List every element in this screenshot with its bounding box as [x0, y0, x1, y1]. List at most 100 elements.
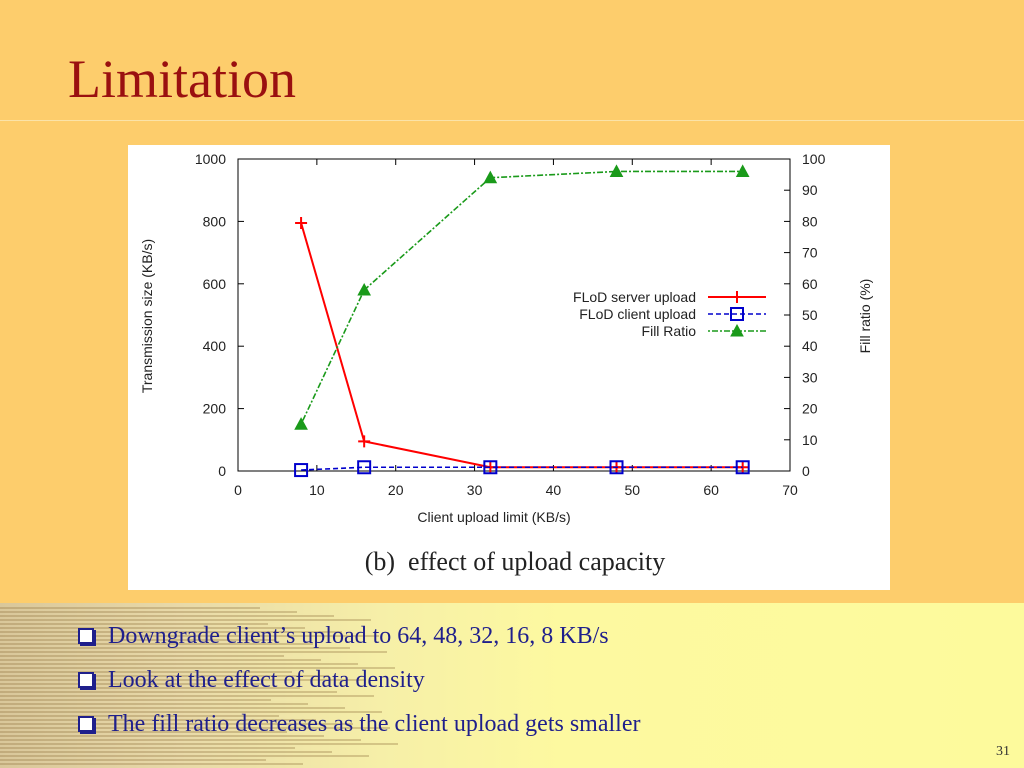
y-axis-label: Transmission size (KB/s)	[139, 239, 155, 393]
paper-sheet-line	[0, 675, 329, 677]
checkbox-bullet-icon	[78, 716, 94, 732]
series-layer	[294, 164, 750, 478]
data-point	[735, 164, 750, 177]
y2-tick-label: 60	[802, 276, 818, 292]
data-point	[295, 216, 308, 229]
bullet-item: Downgrade client’s upload to 64, 48, 32,…	[78, 614, 640, 658]
chart-caption: (b) effect of upload capacity	[365, 547, 666, 576]
bottom-band	[0, 603, 1024, 768]
checkbox-bullet-icon	[78, 628, 94, 644]
legend-label: FLoD client upload	[579, 306, 696, 322]
data-point	[609, 164, 624, 177]
paper-sheet-line	[0, 703, 308, 705]
y2-tick-label: 30	[802, 369, 818, 385]
x-axis-label: Client upload limit (KB/s)	[417, 509, 570, 525]
y-tick-label: 600	[203, 276, 227, 292]
x-tick-label: 10	[309, 482, 325, 498]
paper-sheet-line	[0, 615, 334, 617]
x-tick-label: 0	[234, 482, 242, 498]
slide-title: Limitation	[68, 49, 296, 109]
x-tick-label: 30	[467, 482, 483, 498]
y-tick-label: 1000	[195, 151, 226, 167]
data-point	[483, 460, 498, 475]
y2-tick-label: 90	[802, 182, 818, 198]
paper-sheet-line	[0, 667, 395, 669]
y2-tick-label: 20	[802, 401, 818, 417]
page-number: 31	[996, 744, 1010, 759]
paper-sheet-line	[0, 691, 337, 693]
paper-sheet-line	[0, 735, 324, 737]
data-point	[294, 417, 308, 430]
x-tick-label: 50	[624, 482, 640, 498]
data-point	[736, 461, 749, 474]
chart-panel: 0 10 20 30 40 50 60 70 0 200 400 600 800 1000 0 10 20 30 4…	[128, 145, 890, 590]
paper-sheet-line	[0, 747, 295, 749]
paper-sheet-line	[0, 671, 292, 673]
y-tick-label: 0	[218, 463, 226, 479]
paper-sheet-line	[0, 699, 271, 701]
paper-stack-image	[0, 603, 420, 768]
data-point	[357, 460, 372, 475]
plot-frame	[237, 158, 791, 472]
axes: 0 10 20 30 40 50 60 700200400600800100001020304…	[195, 151, 826, 498]
paper-sheet-line	[0, 655, 284, 657]
data-point	[483, 170, 498, 184]
paper-sheet-line	[0, 607, 260, 609]
paper-sheet-line	[0, 611, 297, 613]
paper-sheet-line	[0, 695, 374, 697]
y-tick-label: 800	[203, 213, 227, 229]
paper-sheet-line	[0, 683, 263, 685]
data-point	[358, 435, 371, 448]
y2-tick-label: 80	[802, 213, 818, 229]
paper-sheet-line	[0, 679, 366, 681]
y2-tick-label: 100	[802, 151, 826, 167]
paper-sheet-line	[0, 759, 266, 761]
paper-sheet-line	[0, 763, 303, 765]
y2-tick-label: 10	[802, 432, 818, 448]
paper-sheet-line	[0, 687, 300, 689]
paper-sheet-line	[0, 663, 358, 665]
bullet-text: Downgrade client’s upload to 64, 48, 32,…	[108, 622, 609, 649]
paper-sheet-line	[0, 623, 268, 625]
paper-sheet-line	[0, 743, 398, 745]
legend-label: FLoD server upload	[573, 289, 696, 305]
paper-sheet-line	[0, 627, 305, 629]
paper-sheet-line	[0, 711, 382, 713]
y-tick-label: 400	[203, 338, 227, 354]
data-point	[294, 463, 309, 478]
series-line	[301, 466, 743, 471]
y2-tick-label: 70	[802, 245, 818, 261]
paper-sheet-line	[0, 723, 353, 725]
x-tick-label: 40	[546, 482, 562, 498]
paper-sheet-line	[0, 739, 361, 741]
bullet-item: Look at the effect of data density	[78, 658, 640, 702]
y2-tick-label: 0	[802, 463, 810, 479]
paper-sheet-line	[0, 631, 342, 633]
data-point	[357, 282, 372, 296]
paper-sheet-line	[0, 719, 316, 721]
y2-tick-label: 40	[802, 338, 818, 354]
legend-marker	[730, 307, 744, 321]
title-divider	[0, 120, 1024, 121]
paper-sheet-line	[0, 639, 276, 641]
checkbox-bullet-icon	[78, 672, 94, 688]
paper-sheet-line	[0, 751, 332, 753]
x-tick-label: 60	[703, 482, 719, 498]
paper-sheet-line	[0, 727, 390, 729]
paper-sheet-line	[0, 651, 387, 653]
paper-sheet-line	[0, 659, 321, 661]
paper-sheet-line	[0, 647, 350, 649]
paper-sheet-line	[0, 731, 287, 733]
paper-sheet-line	[0, 643, 313, 645]
paper-sheet-line	[0, 715, 279, 717]
data-point	[609, 460, 624, 475]
paper-sheet-line	[0, 619, 371, 621]
y-tick-label: 200	[203, 401, 227, 417]
bullet-text: The fill ratio decreases as the client u…	[108, 710, 641, 737]
y2-tick-label: 50	[802, 307, 818, 323]
series-line	[300, 222, 743, 469]
paper-sheet-line	[0, 707, 345, 709]
y2-axis-label: Fill ratio (%)	[857, 279, 873, 354]
chart: 0 10 20 30 40 50 60 700200400600800100001020304…	[139, 151, 873, 576]
